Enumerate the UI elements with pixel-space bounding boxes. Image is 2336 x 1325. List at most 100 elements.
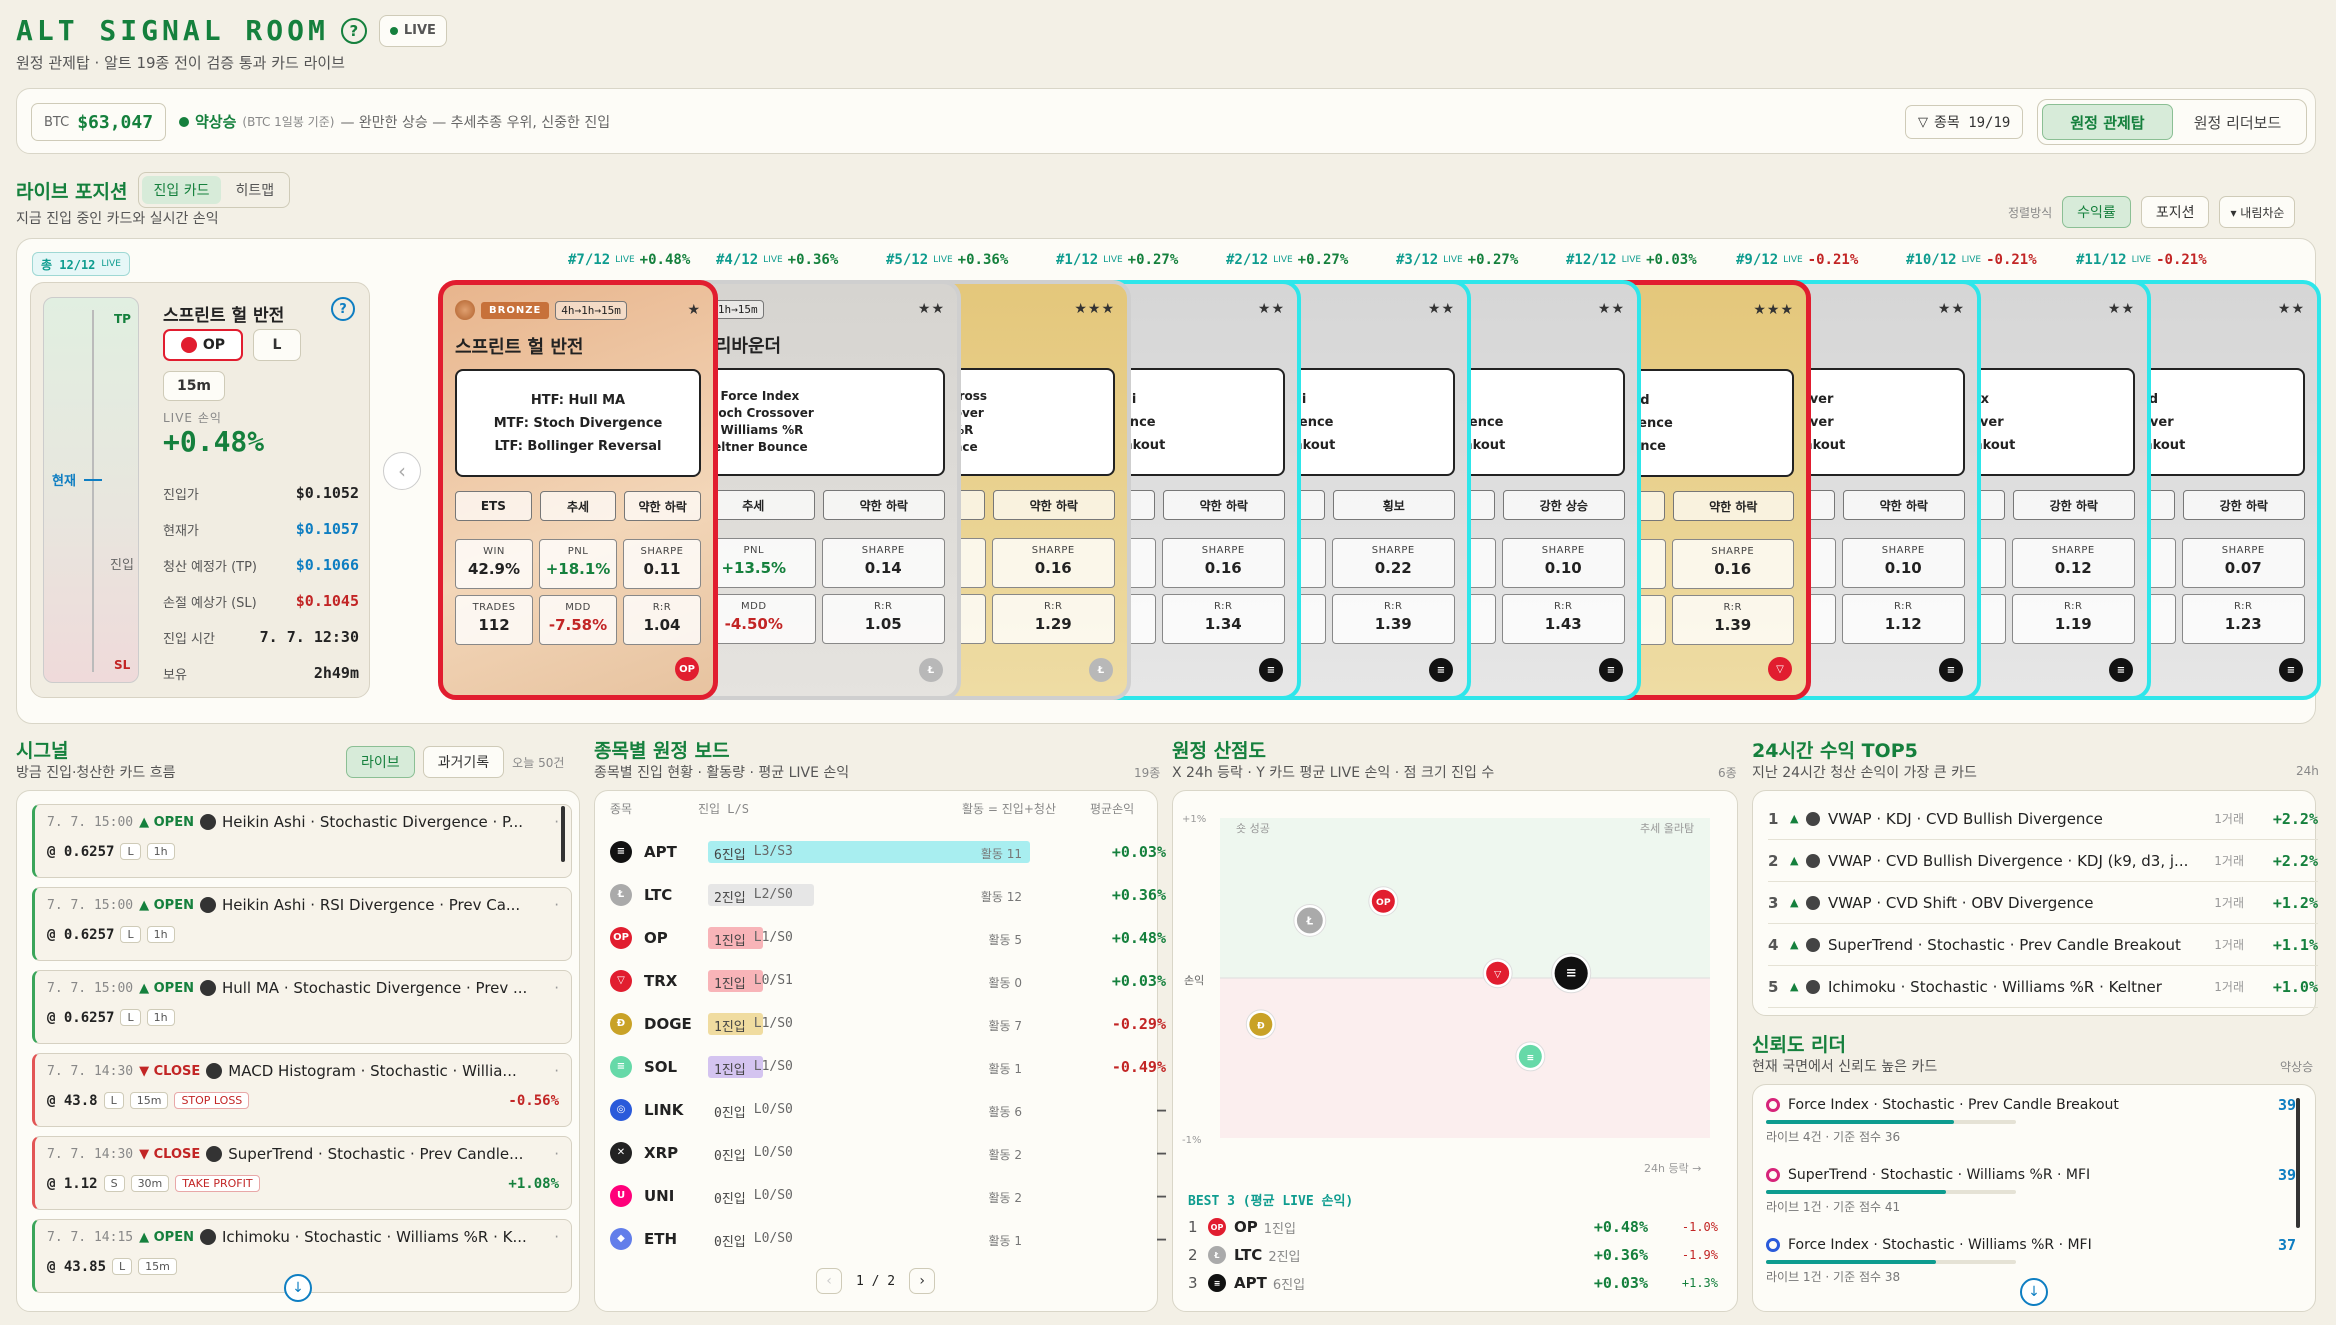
x-axis-label: 24h 등락 → bbox=[1644, 1162, 1701, 1175]
card-timeframe: 4h→1h→15m bbox=[555, 300, 627, 320]
top5-row[interactable]: 1 ▲ VWAP · KDJ · CVD Bullish Divergence 1거래… bbox=[1768, 798, 2318, 840]
tab-entry-cards[interactable]: 진입 카드 bbox=[141, 176, 222, 204]
scatter-point-trx[interactable]: ▽ bbox=[1482, 958, 1513, 989]
board-avg-pnl: +0.48% bbox=[1111, 928, 1166, 947]
strategy-icon bbox=[206, 1063, 223, 1079]
signal-row[interactable]: 7. 7. 15:00 ▲ OPEN Hull MA · Stochastic Di… bbox=[32, 970, 572, 1044]
signal-row-line2: @ 0.6257 L 1h bbox=[47, 926, 559, 943]
board-row[interactable]: Ł LTC 2진입 L2/S0 활동 12 +0.36% bbox=[610, 873, 1180, 916]
tab-heatmap[interactable]: 히트맵 bbox=[235, 183, 275, 199]
board-coin: XRP bbox=[644, 1143, 679, 1162]
signals-scroll-down-button[interactable]: ↓ bbox=[284, 1274, 312, 1302]
strategy-icon bbox=[199, 814, 216, 830]
board-row[interactable]: OP OP 1진입 L1/S0 활동 5 +0.48% bbox=[610, 916, 1180, 959]
top5-row[interactable]: 2 ▲ VWAP · CVD Bullish Divergence · KDJ (k… bbox=[1768, 840, 2318, 882]
trust-scrollbar[interactable] bbox=[2296, 1098, 2300, 1228]
detail-help-icon[interactable]: ? bbox=[331, 297, 355, 321]
board-row[interactable]: ▽ TRX 1진입 L0/S1 활동 0 +0.03% bbox=[610, 959, 1180, 1002]
signal-more-icon[interactable]: · bbox=[554, 1145, 559, 1163]
tp-marker: TP bbox=[114, 312, 131, 326]
signal-more-icon[interactable]: · bbox=[554, 896, 559, 914]
board-avg-pnl: -0.49% bbox=[1111, 1057, 1166, 1076]
signal-row[interactable]: 7. 7. 14:30 ▼ CLOSE SuperTrend · Stochasti… bbox=[32, 1136, 572, 1210]
best3-row[interactable]: 2 Ł LTC 2진입 +0.36% -1.9% bbox=[1188, 1246, 1718, 1265]
signals-scrollbar[interactable] bbox=[561, 806, 565, 862]
position-card[interactable]: 1d→1h→15m ★★ 스 리바운더 F: Force Index Stoch Cro… bbox=[676, 280, 961, 700]
scatter-point-apt[interactable]: ≡ bbox=[1551, 953, 1592, 994]
svg-text:Ð: Ð bbox=[1257, 1020, 1265, 1031]
top5-row[interactable]: 5 ▲ Ichimoku · Stochastic · Williams %R · … bbox=[1768, 966, 2318, 1008]
signal-type: ▼ CLOSE bbox=[139, 1146, 201, 1162]
detail-row-value: $0.1052 bbox=[295, 484, 359, 502]
position-card[interactable]: BRONZE 4h→1h→15m ★ 스프린트 헐 반전 HTF: Hull MA MTF… bbox=[438, 280, 718, 700]
signal-time: 7. 7. 14:30 bbox=[47, 1063, 134, 1079]
card-live-pnl: +0.27% bbox=[1467, 252, 1519, 268]
star-rating-icon: ★★ bbox=[1257, 301, 1285, 317]
tab-signals-history[interactable]: 과거기록 bbox=[422, 746, 505, 778]
best3-row[interactable]: 3 ≡ APT 6진입 +0.03% +1.3% bbox=[1188, 1274, 1718, 1293]
board-avg-pnl: +0.36% bbox=[1111, 885, 1166, 904]
sort-direction-button[interactable]: ▾ 내림차순 bbox=[2219, 196, 2296, 228]
board-row[interactable]: ◆ ETH 0진입 L0/S0 활동 1 — bbox=[610, 1217, 1180, 1260]
board-prev-page-button[interactable]: ‹ bbox=[816, 1268, 842, 1294]
signal-row-line2: @ 43.8 L 15m STOP LOSS -0.56% bbox=[47, 1092, 559, 1109]
tab-signals-live[interactable]: 라이브 bbox=[346, 746, 415, 778]
top5-row[interactable]: 4 ▲ SuperTrend · Stochastic · Prev Candle … bbox=[1768, 924, 2318, 966]
signal-type: ▼ CLOSE bbox=[139, 1063, 201, 1079]
trust-row[interactable]: Force Index · Stochastic · Williams %R ·… bbox=[1766, 1236, 2296, 1284]
board-next-page-button[interactable]: › bbox=[909, 1268, 936, 1294]
scatter-point-sol[interactable]: ≡ bbox=[1515, 1041, 1546, 1072]
symbol-filter-button[interactable]: ▽ 종목 19/19 bbox=[1905, 105, 2024, 139]
board-row[interactable]: ◎ LINK 0진입 L0/S0 활동 6 — bbox=[610, 1088, 1180, 1131]
signal-more-icon[interactable]: · bbox=[554, 1062, 559, 1080]
trust-row[interactable]: SuperTrend · Stochastic · Williams %R · … bbox=[1766, 1166, 2296, 1214]
live-subtitle: 지금 진입 중인 카드와 실시간 손익 bbox=[16, 211, 219, 227]
carousel-prev-button[interactable]: ‹ bbox=[383, 452, 421, 490]
detail-row: 진입가 $0.1052 bbox=[163, 475, 359, 511]
trust-row[interactable]: Force Index · Stochastic · Prev Candle B… bbox=[1766, 1096, 2296, 1144]
sort-position-button[interactable]: 포지션 bbox=[2140, 196, 2210, 228]
signal-row[interactable]: 7. 7. 15:00 ▲ OPEN Heikin Ashi · Stochasti… bbox=[32, 804, 572, 878]
scatter-bottom-zone bbox=[1220, 978, 1710, 1138]
signal-row[interactable]: 7. 7. 14:30 ▼ CLOSE MACD Histogram · Stoch… bbox=[32, 1053, 572, 1127]
tab-leaderboard[interactable]: 원정 리더보드 bbox=[2193, 113, 2282, 132]
svg-text:OP: OP bbox=[1376, 897, 1391, 908]
board-coin: LINK bbox=[644, 1100, 684, 1119]
signal-more-icon[interactable]: · bbox=[554, 1228, 559, 1246]
card-rank: #3/12 LIVE +0.27% bbox=[1396, 252, 1519, 268]
card-signal-line: Stoch Crossover bbox=[704, 406, 814, 420]
best3-row[interactable]: 1 OP OP 1진입 +0.48% -1.0% bbox=[1188, 1218, 1718, 1237]
board-activity: 활동 7 bbox=[988, 1018, 1022, 1033]
scatter-point-op[interactable]: OP bbox=[1368, 886, 1399, 917]
board-row[interactable]: U UNI 0진입 L0/S0 활동 2 — bbox=[610, 1174, 1180, 1217]
top5-row[interactable]: 3 ▲ VWAP · CVD Shift · OBV Divergence 1거래 +1… bbox=[1768, 882, 2318, 924]
signals-count: 오늘 50건 bbox=[512, 755, 565, 770]
help-icon[interactable]: ? bbox=[340, 17, 367, 44]
coin-icon: ≡ bbox=[1429, 658, 1453, 682]
stat-mdd: MDD -7.58% bbox=[539, 595, 617, 645]
signal-row[interactable]: 7. 7. 15:00 ▲ OPEN Heikin Ashi · RSI Diver… bbox=[32, 887, 572, 961]
board-row[interactable]: ≡ APT 6진입 L3/S3 활동 11 +0.03% bbox=[610, 830, 1180, 873]
entry-bar-text: 1진입 L1/S0 bbox=[714, 1015, 793, 1035]
trust-row-head: Force Index · Stochastic · Prev Candle B… bbox=[1766, 1096, 2296, 1114]
best3-title: BEST 3 (평균 LIVE 손익) bbox=[1188, 1194, 1354, 1209]
card-live-pnl: +0.27% bbox=[1297, 252, 1349, 268]
entry-bar-fill bbox=[708, 926, 763, 949]
stat-sharpe: SHARPE 0.16 bbox=[1161, 538, 1285, 588]
board-activity: 활동 1 bbox=[988, 1061, 1022, 1076]
signal-more-icon[interactable]: · bbox=[554, 979, 559, 997]
scatter-point-doge[interactable]: Ð bbox=[1245, 1009, 1276, 1040]
board-row[interactable]: Ð DOGE 1진입 L1/S0 활동 7 -0.29% bbox=[610, 1002, 1180, 1045]
card-signal-line: Keltner Bounce bbox=[704, 440, 808, 454]
board-avg-pnl: — bbox=[1156, 1143, 1166, 1162]
sort-pnl-button[interactable]: 수익률 bbox=[2062, 196, 2131, 228]
stat-rr: R:R 1.23 bbox=[2181, 594, 2305, 644]
trust-scroll-down-button[interactable]: ↓ bbox=[2020, 1278, 2048, 1306]
card-live-pnl: +0.27% bbox=[1127, 252, 1179, 268]
tab-control-tower[interactable]: 원정 관제탑 bbox=[2042, 104, 2173, 140]
board-row[interactable]: ≡ SOL 1진입 L1/S0 활동 1 -0.49% bbox=[610, 1045, 1180, 1088]
signal-more-icon[interactable]: · bbox=[554, 813, 559, 831]
signal-type: ▲ OPEN bbox=[139, 897, 194, 913]
scatter-point-ltc[interactable]: Ł bbox=[1293, 903, 1327, 937]
board-row[interactable]: ✕ XRP 0진입 L0/S0 활동 2 — bbox=[610, 1131, 1180, 1174]
